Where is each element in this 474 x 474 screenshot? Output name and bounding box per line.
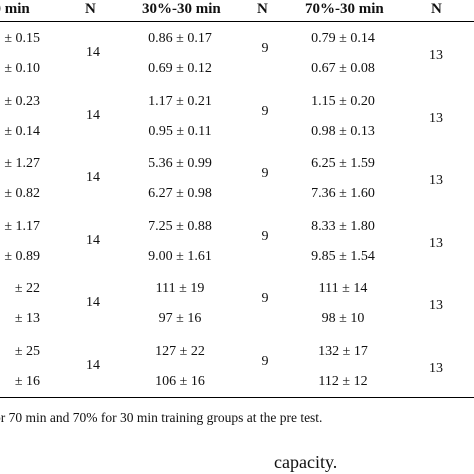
- table-row-group: ± 1.17 ± 0.89 14 7.25 ± 0.88 9.00 ± 1.61 9 8.3…: [0, 210, 474, 273]
- cell-n-3: 13: [429, 110, 443, 126]
- table-header: 70 min N 30%-30 min N 70%-30 min N: [0, 0, 474, 22]
- cell-70min-post: ± 16: [14, 373, 40, 389]
- cell-70pct-pre: 1.15 ± 0.20: [311, 93, 375, 109]
- table-bottom-rule: [0, 397, 474, 398]
- cell-n-3: 13: [429, 298, 443, 313]
- table-top-rule: [0, 21, 474, 22]
- cell-70min-pre: ± 0.23: [4, 93, 40, 109]
- header-n-3: N: [431, 1, 442, 17]
- cell-n-2: 9: [261, 291, 269, 306]
- header-70min: 70 min: [0, 1, 30, 17]
- cell-n-3: 13: [429, 360, 443, 376]
- cell-30pct-pre: 7.25 ± 0.88: [148, 218, 212, 234]
- cell-30pct-pre: 111 ± 19: [155, 281, 205, 296]
- cell-n-1: 14: [86, 170, 100, 185]
- cell-30pct-pre: 1.17 ± 0.21: [148, 93, 212, 109]
- cell-70min-post: ± 0.10: [4, 61, 40, 76]
- cell-n-2: 9: [261, 41, 269, 56]
- cell-n-1: 14: [86, 232, 100, 248]
- header-70pct-30min: 70%-30 min: [305, 1, 384, 17]
- cell-70min-pre: ± 22: [14, 281, 40, 296]
- table-row-group: ± 0.15 ± 0.10 14 0.86 ± 0.17 0.69 ± 0.12 9 0.7…: [0, 22, 474, 85]
- cell-30pct-pre: 5.36 ± 0.99: [148, 156, 212, 171]
- cell-30pct-post: 9.00 ± 1.61: [148, 248, 212, 264]
- cell-n-2: 9: [261, 228, 269, 244]
- cell-70pct-pre: 6.25 ± 1.59: [311, 156, 375, 171]
- cell-n-1: 14: [86, 295, 100, 310]
- cell-70pct-post: 0.98 ± 0.13: [311, 123, 375, 139]
- cell-70min-post: ± 0.89: [4, 248, 40, 264]
- table-footnote: or 70 min and 70% for 30 min training gr…: [0, 410, 323, 425]
- table-body: ± 0.15 ± 0.10 14 0.86 ± 0.17 0.69 ± 0.12 9 0.7…: [0, 22, 474, 397]
- cell-30pct-post: 0.69 ± 0.12: [148, 61, 212, 76]
- cell-n-3: 13: [429, 48, 443, 63]
- body-text-fragment: capacity.: [274, 452, 338, 472]
- cell-30pct-post: 6.27 ± 0.98: [148, 186, 212, 201]
- cell-30pct-pre: 0.86 ± 0.17: [148, 31, 212, 46]
- header-30pct-30min: 30%-30 min: [142, 1, 221, 17]
- cell-70min-pre: ± 0.15: [4, 31, 40, 46]
- table-row-group: ± 1.27 ± 0.82 14 5.36 ± 0.99 6.27 ± 0.98 9 6.2…: [0, 147, 474, 210]
- cell-30pct-pre: 127 ± 22: [155, 343, 205, 359]
- cell-n-1: 14: [86, 357, 100, 373]
- cell-70pct-pre: 0.79 ± 0.14: [311, 31, 375, 46]
- cell-70pct-post: 112 ± 12: [318, 373, 368, 389]
- cell-70min-pre: ± 25: [14, 343, 40, 359]
- cell-n-3: 13: [429, 235, 443, 251]
- table-row-group: ± 25 ± 16 14 127 ± 22 106 ± 16 9 132 ± 17 112 ±…: [0, 335, 474, 398]
- table-row-group: ± 0.23 ± 0.14 14 1.17 ± 0.21 0.95 ± 0.11 9 1.1…: [0, 85, 474, 148]
- cell-n-1: 14: [86, 107, 100, 123]
- cell-70min-pre: ± 1.17: [4, 218, 40, 234]
- cell-30pct-post: 97 ± 16: [158, 311, 202, 326]
- cell-70pct-post: 7.36 ± 1.60: [311, 186, 375, 201]
- cell-70pct-post: 0.67 ± 0.08: [311, 61, 375, 76]
- table-row-group: ± 22 ± 13 14 111 ± 19 97 ± 16 9 111 ± 14 98 ± 1…: [0, 272, 474, 335]
- header-n-1: N: [85, 1, 96, 17]
- cell-30pct-post: 106 ± 16: [155, 373, 205, 389]
- cell-n-2: 9: [261, 353, 269, 369]
- cell-70pct-post: 98 ± 10: [321, 311, 365, 326]
- cell-70pct-pre: 111 ± 14: [318, 281, 368, 296]
- cell-n-1: 14: [86, 45, 100, 60]
- cell-30pct-post: 0.95 ± 0.11: [148, 123, 212, 139]
- cell-70min-post: ± 0.14: [4, 123, 40, 139]
- cell-70min-post: ± 0.82: [4, 186, 40, 201]
- cell-n-3: 13: [429, 173, 443, 188]
- cell-70pct-pre: 8.33 ± 1.80: [311, 218, 375, 234]
- header-n-2: N: [257, 1, 268, 17]
- cell-70pct-post: 9.85 ± 1.54: [311, 248, 375, 264]
- cell-70min-pre: ± 1.27: [4, 156, 40, 171]
- cell-70pct-pre: 132 ± 17: [318, 343, 368, 359]
- cell-n-2: 9: [261, 103, 269, 119]
- cell-n-2: 9: [261, 166, 269, 181]
- cell-70min-post: ± 13: [14, 311, 40, 326]
